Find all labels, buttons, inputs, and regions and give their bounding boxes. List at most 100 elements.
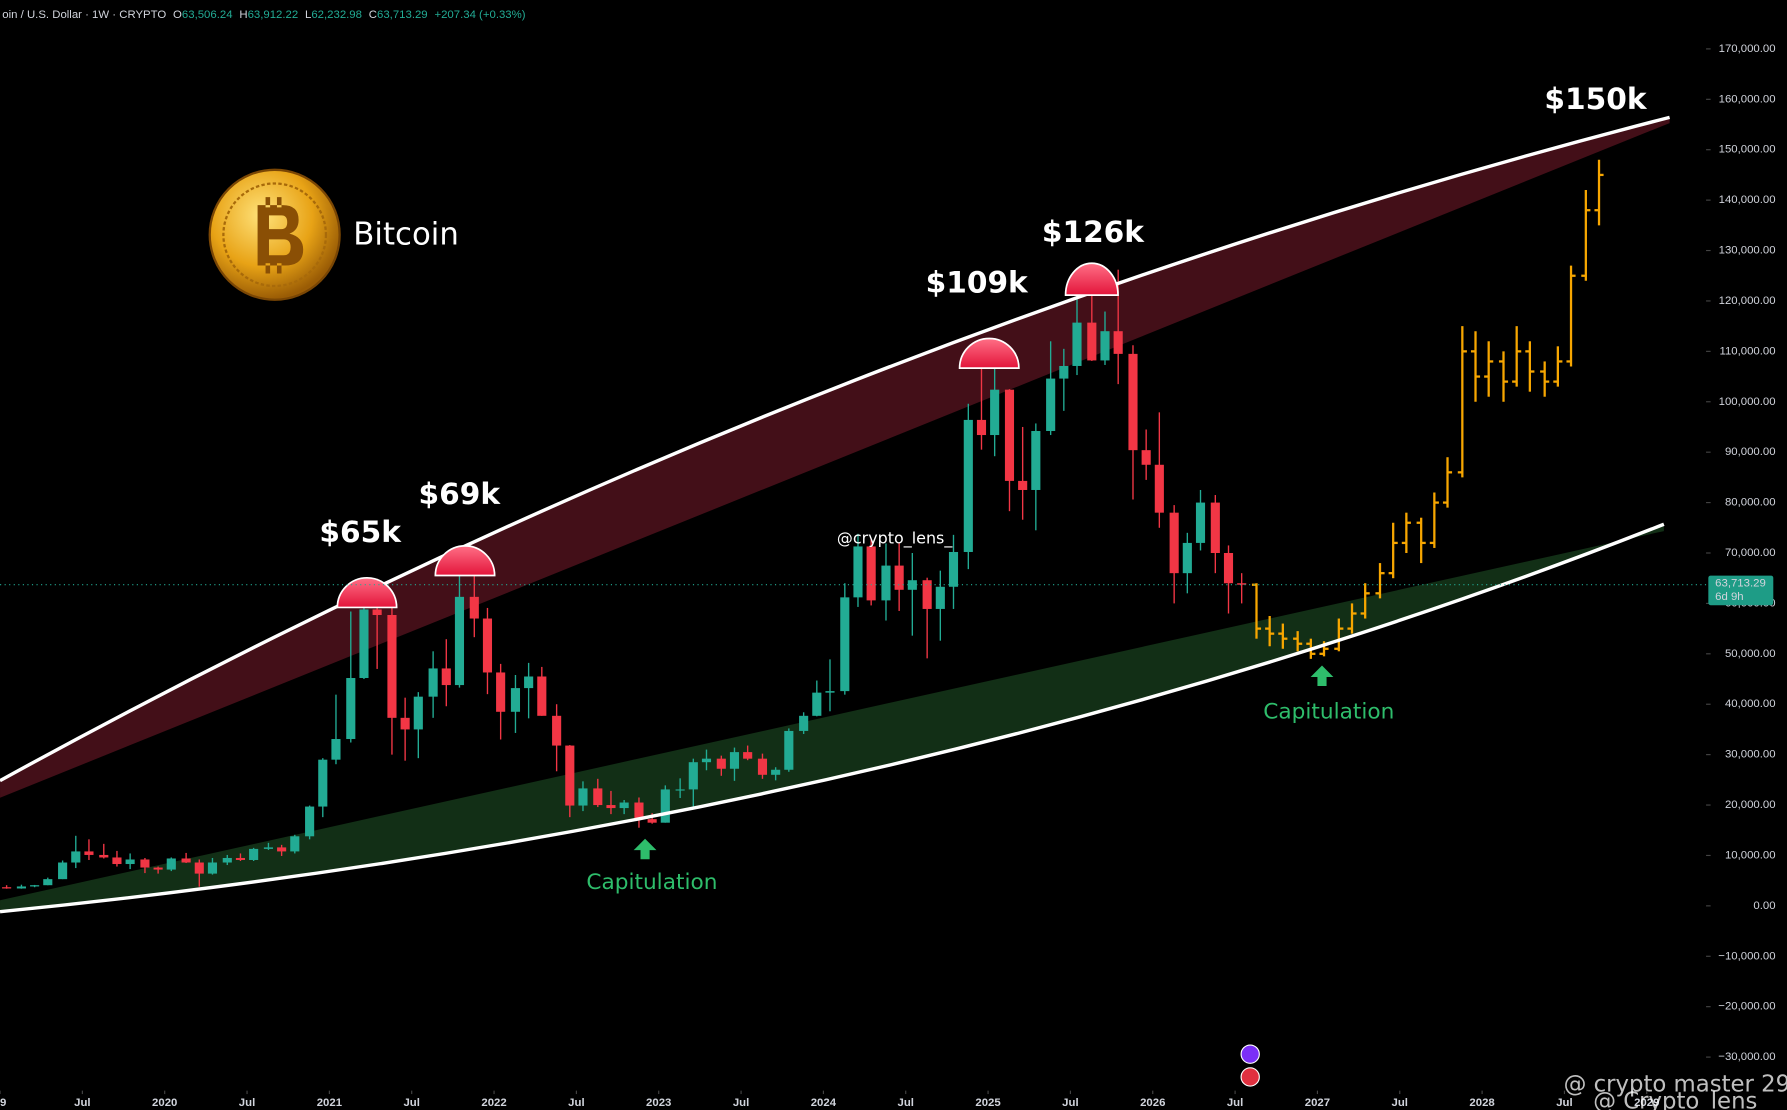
candle-body bbox=[84, 851, 94, 855]
x-tick-label: Jul bbox=[1062, 1097, 1078, 1109]
candle-body bbox=[43, 879, 53, 886]
price-axis bbox=[1706, 0, 1787, 1110]
candle-body bbox=[1169, 512, 1179, 574]
candle-body bbox=[454, 596, 465, 686]
candle-body bbox=[249, 848, 259, 860]
candle-body bbox=[647, 819, 657, 823]
x-tick-label: 2029 bbox=[1634, 1097, 1659, 1109]
x-tick-label: Jul bbox=[1556, 1097, 1572, 1109]
x-tick-label: Jul bbox=[74, 1097, 90, 1109]
y-tick-label: 30,000.00 bbox=[1725, 749, 1776, 761]
ohlc-value: 62,232.98 bbox=[311, 9, 362, 21]
x-tick-label: 2027 bbox=[1305, 1097, 1330, 1109]
x-tick-label: 2028 bbox=[1469, 1097, 1494, 1109]
annotation: @crypto_lens_ bbox=[837, 529, 953, 549]
capitulation-label: Capitulation bbox=[586, 870, 717, 895]
candle-body bbox=[825, 691, 835, 693]
coin-ring bbox=[222, 182, 328, 288]
y-tick-label: 170,000.00 bbox=[1719, 43, 1776, 55]
ohlc-value: 63,912.22 bbox=[248, 9, 299, 21]
y-tick-label: 110,000.00 bbox=[1719, 345, 1775, 357]
candle-body bbox=[181, 858, 191, 863]
ohlc-key: H bbox=[239, 9, 247, 21]
annotation: $65k bbox=[319, 514, 402, 549]
x-tick-label: Jul bbox=[1392, 1097, 1408, 1109]
capitulation-label: Capitulation bbox=[1263, 699, 1394, 724]
candle-body bbox=[701, 758, 712, 763]
candle-body bbox=[688, 762, 698, 790]
change: +207.34 (+0.33%) bbox=[434, 9, 525, 21]
chart-title: Bitcoin bbox=[353, 216, 459, 252]
y-tick-label: 140,000.00 bbox=[1719, 194, 1776, 206]
watermark: @ Crypto_lens bbox=[1593, 1089, 1757, 1110]
candle-body bbox=[263, 847, 274, 849]
candle-body bbox=[1031, 431, 1041, 490]
candle-body bbox=[976, 419, 987, 436]
candle-body bbox=[331, 739, 341, 760]
y-tick-label: 70,000.00 bbox=[1725, 547, 1776, 559]
candle-body bbox=[866, 546, 876, 601]
channel bbox=[0, 117, 1670, 912]
candle-body bbox=[318, 759, 328, 807]
candle-body bbox=[2, 887, 12, 889]
candle-body bbox=[606, 805, 616, 809]
candle-body bbox=[634, 802, 644, 820]
candle-body bbox=[359, 609, 369, 679]
candle-body bbox=[346, 678, 356, 740]
top-marker bbox=[434, 545, 496, 577]
candle-body bbox=[222, 857, 232, 863]
candle-body bbox=[524, 676, 534, 689]
y-tick-label: −30,000.00 bbox=[1718, 1051, 1775, 1063]
event-icon bbox=[1240, 1044, 1260, 1064]
candle-body bbox=[1141, 450, 1151, 465]
last-price-box bbox=[1708, 575, 1774, 606]
candle-body bbox=[413, 696, 423, 730]
countdown: 6d 9h bbox=[1715, 591, 1743, 603]
candle-body bbox=[675, 789, 685, 791]
candle-body bbox=[537, 676, 547, 716]
candle-body bbox=[771, 769, 781, 775]
candle-body bbox=[963, 419, 973, 552]
candle-body bbox=[1223, 552, 1234, 584]
up-arrow bbox=[633, 838, 657, 860]
resistance-band bbox=[0, 117, 1670, 798]
candle-body bbox=[1154, 464, 1164, 513]
candle-body bbox=[99, 854, 109, 858]
candle-body bbox=[510, 688, 521, 712]
candle-body bbox=[400, 717, 410, 730]
ohlc-key: O bbox=[173, 9, 182, 21]
candle-body bbox=[496, 672, 506, 712]
candle-body bbox=[1004, 389, 1015, 481]
annotation: $126k bbox=[1042, 214, 1145, 249]
candle-body bbox=[441, 668, 451, 686]
watermark: @ crypto master 29 bbox=[1564, 1071, 1787, 1097]
candle-body bbox=[166, 858, 176, 870]
candle-body bbox=[125, 859, 135, 865]
y-tick-label: −10,000.00 bbox=[1718, 950, 1775, 962]
candle-body bbox=[305, 806, 315, 837]
candle-body bbox=[1087, 322, 1097, 361]
candle-body bbox=[1059, 365, 1069, 379]
candle-body bbox=[948, 551, 959, 587]
candle-body bbox=[757, 758, 768, 775]
y-tick-label: 80,000.00 bbox=[1725, 497, 1776, 509]
top-marker bbox=[1064, 262, 1119, 297]
candle-body bbox=[894, 565, 904, 590]
candle-body bbox=[840, 597, 850, 692]
y-tick-label: 100,000.00 bbox=[1719, 396, 1776, 408]
upper-trendline bbox=[0, 115, 1671, 783]
candle-body bbox=[112, 857, 122, 865]
y-tick-label: 50,000.00 bbox=[1725, 648, 1776, 660]
candle-body bbox=[30, 885, 40, 887]
candle-body bbox=[387, 614, 397, 718]
x-tick-label: 2023 bbox=[646, 1097, 671, 1109]
arrows bbox=[633, 665, 1334, 860]
candle-body bbox=[1182, 542, 1192, 574]
event-icons bbox=[1240, 1044, 1260, 1087]
x-tick-label: Jul bbox=[568, 1097, 584, 1109]
annotation: $109k bbox=[926, 264, 1029, 299]
candle-body bbox=[812, 692, 822, 716]
domes bbox=[336, 262, 1119, 609]
